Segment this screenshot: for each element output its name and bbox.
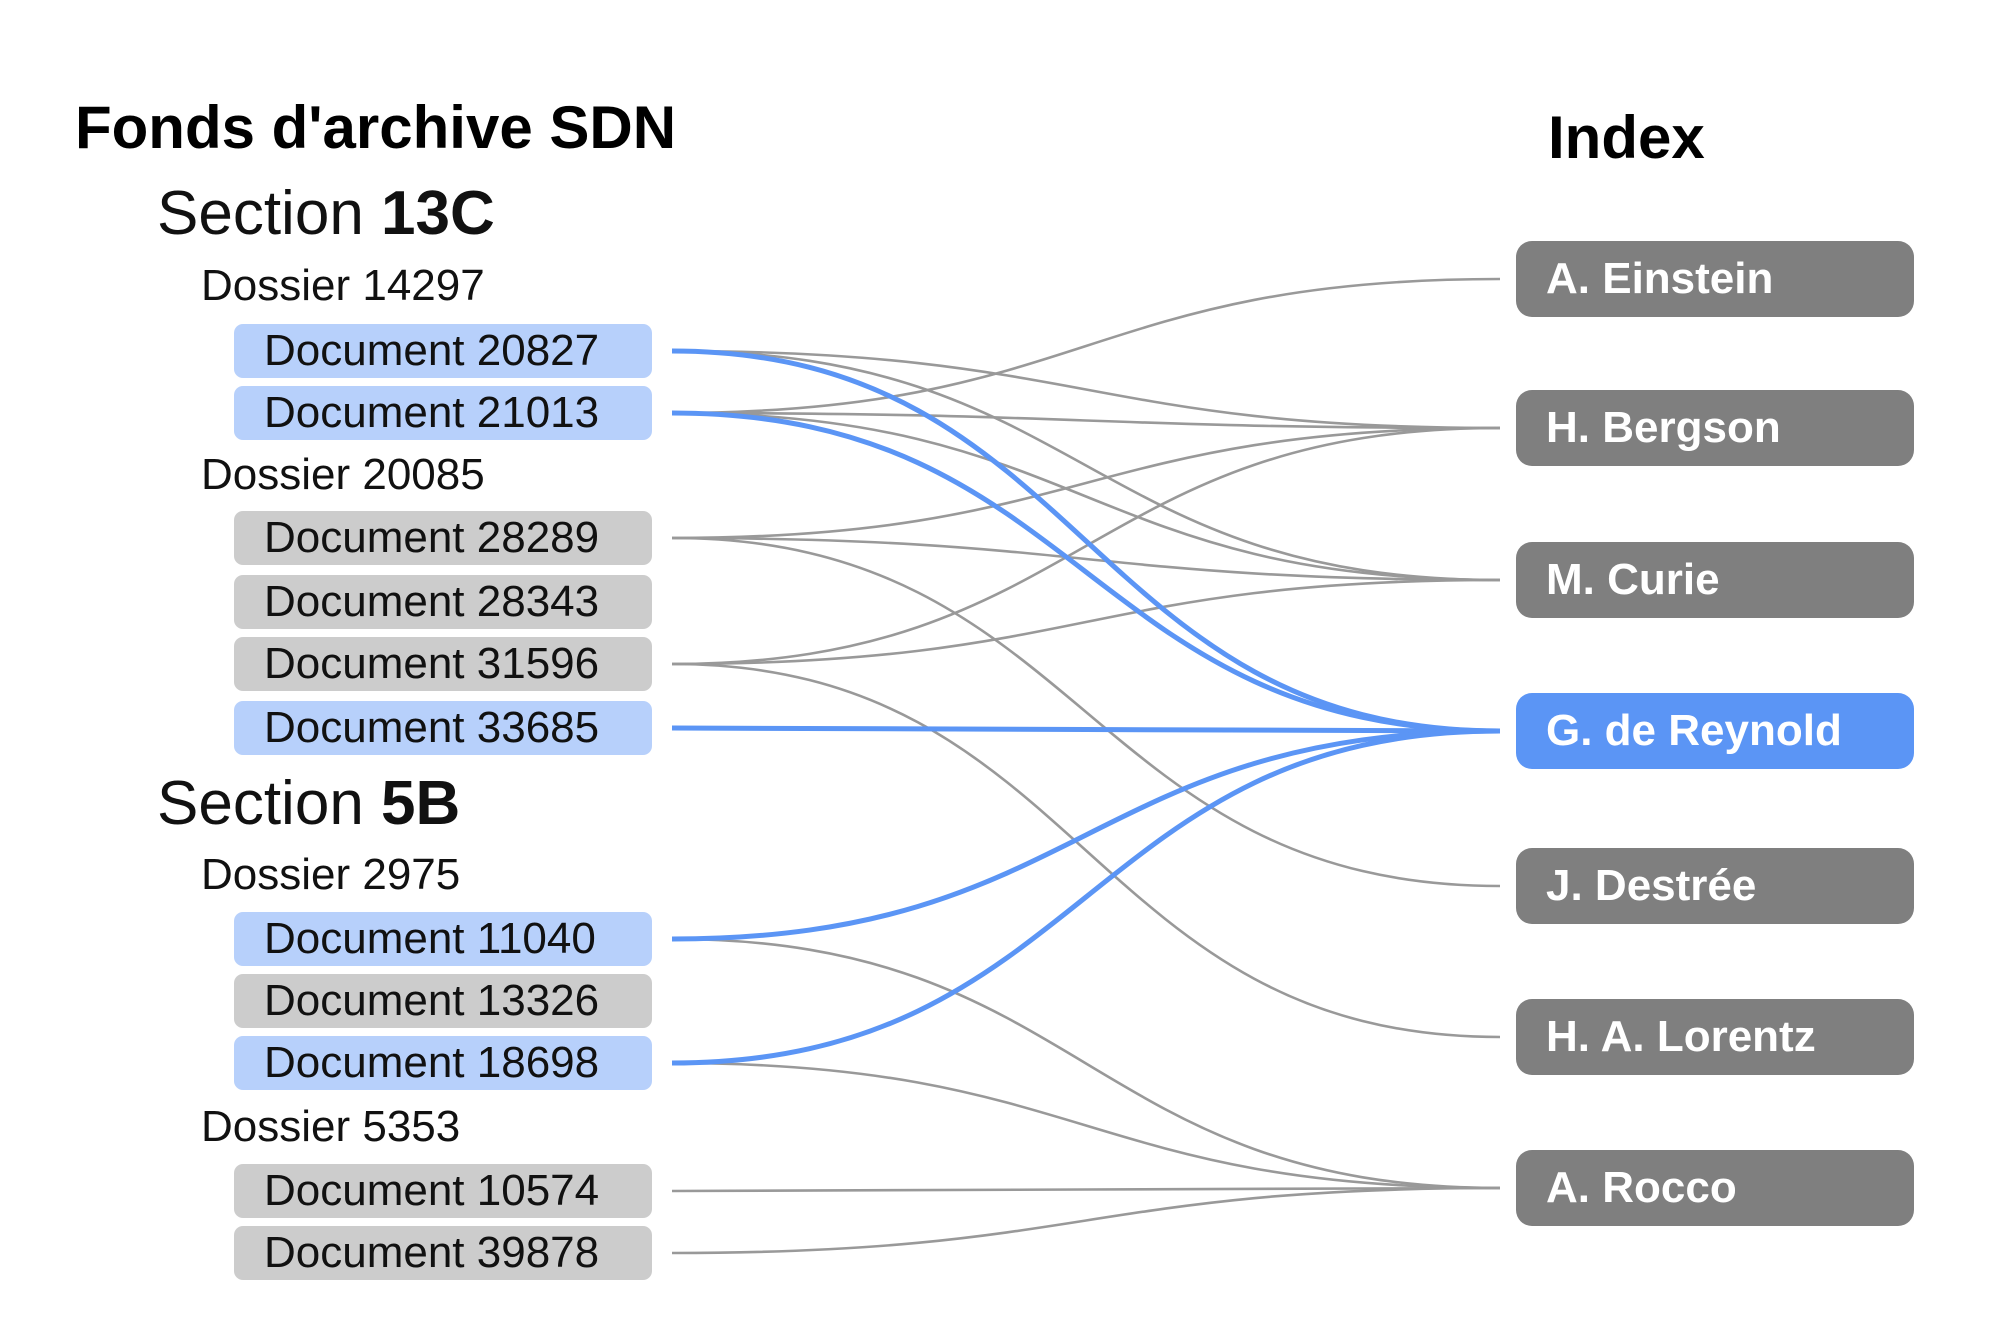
- document-18698[interactable]: Document 18698: [234, 1036, 652, 1090]
- link-d11040-reynold: [671, 728, 1501, 942]
- dossier-5353: Dossier 5353: [201, 1102, 461, 1151]
- dossier-2975: Dossier 2975: [201, 850, 461, 899]
- document-33685[interactable]: Document 33685: [234, 701, 652, 755]
- index-destree[interactable]: J. Destrée: [1516, 848, 1914, 924]
- link-d21013-reynold: [671, 410, 1501, 734]
- link-d28289-bergson: [671, 426, 1501, 540]
- document-10574[interactable]: Document 10574: [234, 1164, 652, 1218]
- index-bergson[interactable]: H. Bergson: [1516, 390, 1914, 466]
- link-d11040-rocco: [671, 937, 1501, 1190]
- index-label: H. A. Lorentz: [1546, 1012, 1816, 1061]
- section-5b-heading: Section 5B: [157, 773, 460, 835]
- index-title: Index: [1548, 104, 1705, 171]
- document-label: Document 28343: [264, 577, 600, 626]
- archive-title: Fonds d'archive SDN: [75, 94, 677, 161]
- document-39878[interactable]: Document 39878: [234, 1226, 652, 1280]
- section-code: 13C: [381, 179, 495, 248]
- section-prefix: Section: [157, 769, 364, 838]
- document-label: Document 11040: [264, 914, 596, 963]
- link-d31596-curie: [671, 578, 1501, 666]
- document-28343[interactable]: Document 28343: [234, 575, 652, 629]
- section-code: 5B: [381, 769, 461, 838]
- link-d10574-rocco: [671, 1186, 1501, 1193]
- dossier-20085: Dossier 20085: [201, 450, 485, 499]
- link-d28289-curie: [671, 536, 1501, 582]
- link-d39878-rocco: [671, 1186, 1501, 1255]
- link-d20827-bergson: [671, 349, 1501, 430]
- document-label: Document 21013: [264, 388, 600, 437]
- document-20827[interactable]: Document 20827: [234, 324, 652, 378]
- index-label: H. Bergson: [1546, 403, 1781, 452]
- link-d20827-reynold: [671, 348, 1501, 734]
- index-label: M. Curie: [1546, 555, 1720, 604]
- document-label: Document 28289: [264, 513, 600, 562]
- document-label: Document 31596: [264, 639, 600, 688]
- document-11040[interactable]: Document 11040: [234, 912, 652, 966]
- link-d33685-reynold: [671, 725, 1501, 734]
- document-label: Document 13326: [264, 976, 600, 1025]
- index-label: A. Rocco: [1546, 1163, 1737, 1212]
- index-einstein[interactable]: A. Einstein: [1516, 241, 1914, 317]
- index-label: A. Einstein: [1546, 254, 1774, 303]
- link-d28289-destree: [671, 536, 1501, 888]
- link-d31596-lorentz: [671, 662, 1501, 1039]
- section-prefix: Section: [157, 179, 364, 248]
- link-d21013-einstein: [671, 277, 1501, 415]
- document-28289[interactable]: Document 28289: [234, 511, 652, 565]
- document-label: Document 18698: [264, 1038, 600, 1087]
- link-d18698-reynold: [671, 728, 1501, 1066]
- link-d20827-curie: [671, 349, 1501, 582]
- document-label: Document 33685: [264, 703, 600, 752]
- dossier-14297: Dossier 14297: [201, 261, 485, 310]
- link-d18698-rocco: [671, 1061, 1501, 1190]
- index-lorentz[interactable]: H. A. Lorentz: [1516, 999, 1914, 1075]
- document-label: Document 10574: [264, 1166, 600, 1215]
- document-label: Document 20827: [264, 326, 600, 375]
- index-label: G. de Reynold: [1546, 706, 1842, 755]
- link-d31596-bergson: [671, 426, 1501, 666]
- document-21013[interactable]: Document 21013: [234, 386, 652, 440]
- link-d21013-curie: [671, 411, 1501, 582]
- link-d21013-bergson: [671, 411, 1501, 430]
- index-rocco[interactable]: A. Rocco: [1516, 1150, 1914, 1226]
- document-13326[interactable]: Document 13326: [234, 974, 652, 1028]
- document-31596[interactable]: Document 31596: [234, 637, 652, 691]
- document-label: Document 39878: [264, 1228, 600, 1277]
- index-reynold[interactable]: G. de Reynold: [1516, 693, 1914, 769]
- index-label: J. Destrée: [1546, 861, 1757, 910]
- section-13c-heading: Section 13C: [157, 183, 495, 245]
- index-curie[interactable]: M. Curie: [1516, 542, 1914, 618]
